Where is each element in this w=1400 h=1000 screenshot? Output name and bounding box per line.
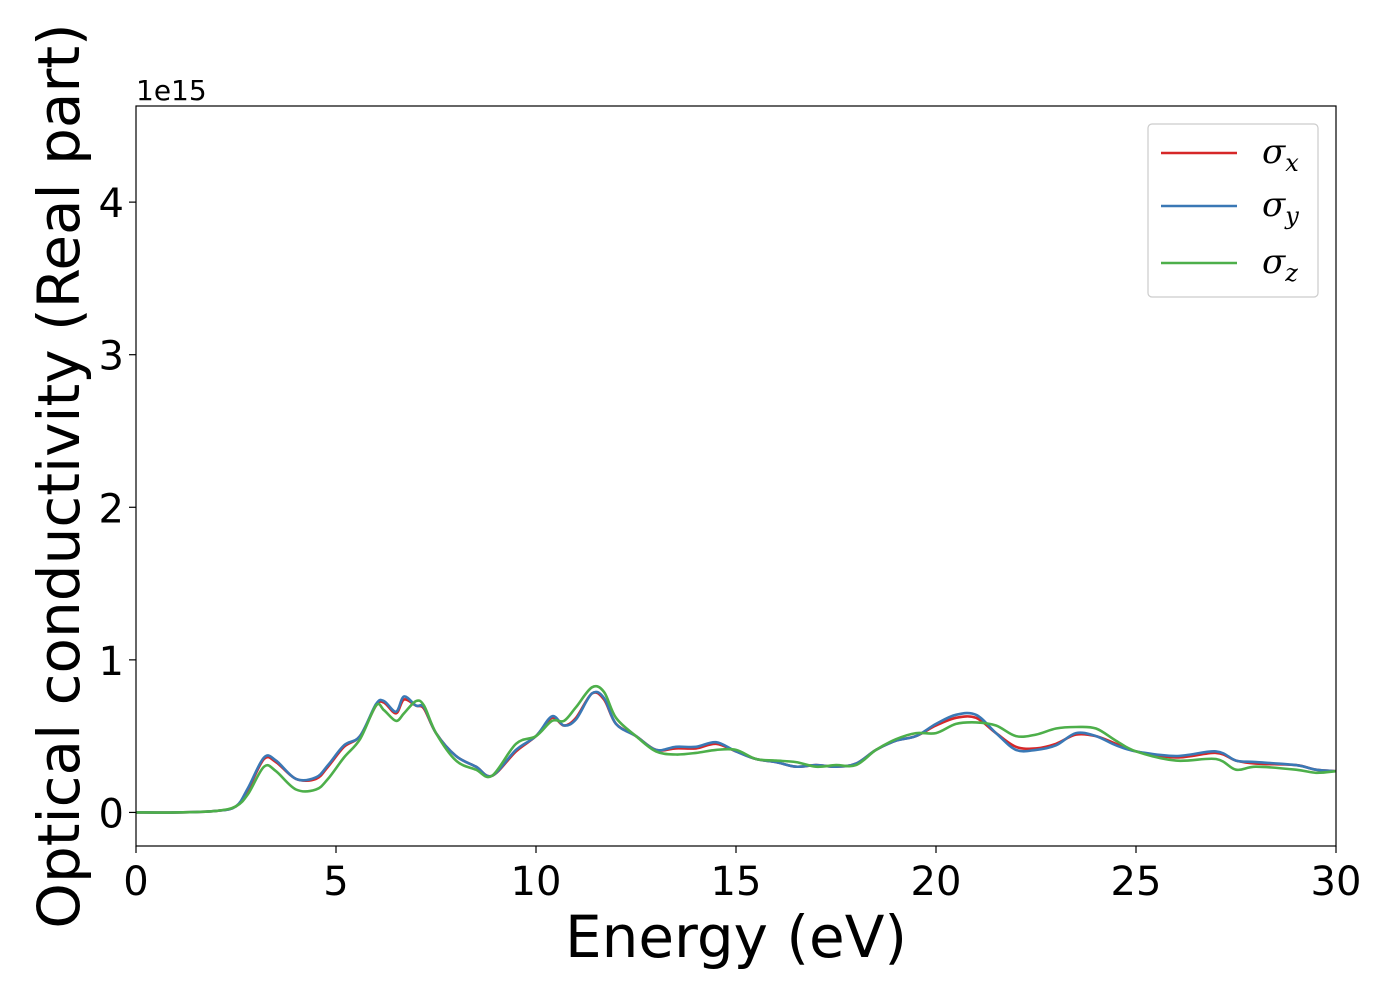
x-axis: 0 5 10 15 20 25 30 — [123, 846, 1361, 905]
y-tick-label: 4 — [99, 181, 124, 227]
x-tick-label: 10 — [511, 859, 562, 905]
x-tick-label: 25 — [1111, 859, 1162, 905]
series-line-z — [135, 684, 1337, 814]
x-tick-label: 20 — [911, 859, 962, 905]
y-tick-label: 2 — [99, 486, 124, 532]
legend-box — [1147, 123, 1319, 298]
x-tick-label: 5 — [323, 859, 348, 905]
y-tick-label: 3 — [99, 334, 124, 380]
x-tick-label: 30 — [1311, 859, 1362, 905]
series-layer — [135, 684, 1337, 814]
x-tick-label: 15 — [711, 859, 762, 905]
y-axis: 0 1 2 3 4 — [99, 181, 136, 837]
x-axis-label: Energy (eV) — [565, 903, 907, 971]
series-line-y — [135, 690, 1337, 814]
y-axis-label: Optical conductivity (Real part) — [25, 23, 93, 928]
y-tick-label: 1 — [99, 639, 124, 685]
y-tick-label: 0 — [99, 791, 124, 837]
y-offset-label: 1e15 — [136, 74, 207, 107]
x-tick-label: 0 — [123, 859, 148, 905]
legend-label-x: σx — [1262, 132, 1299, 177]
